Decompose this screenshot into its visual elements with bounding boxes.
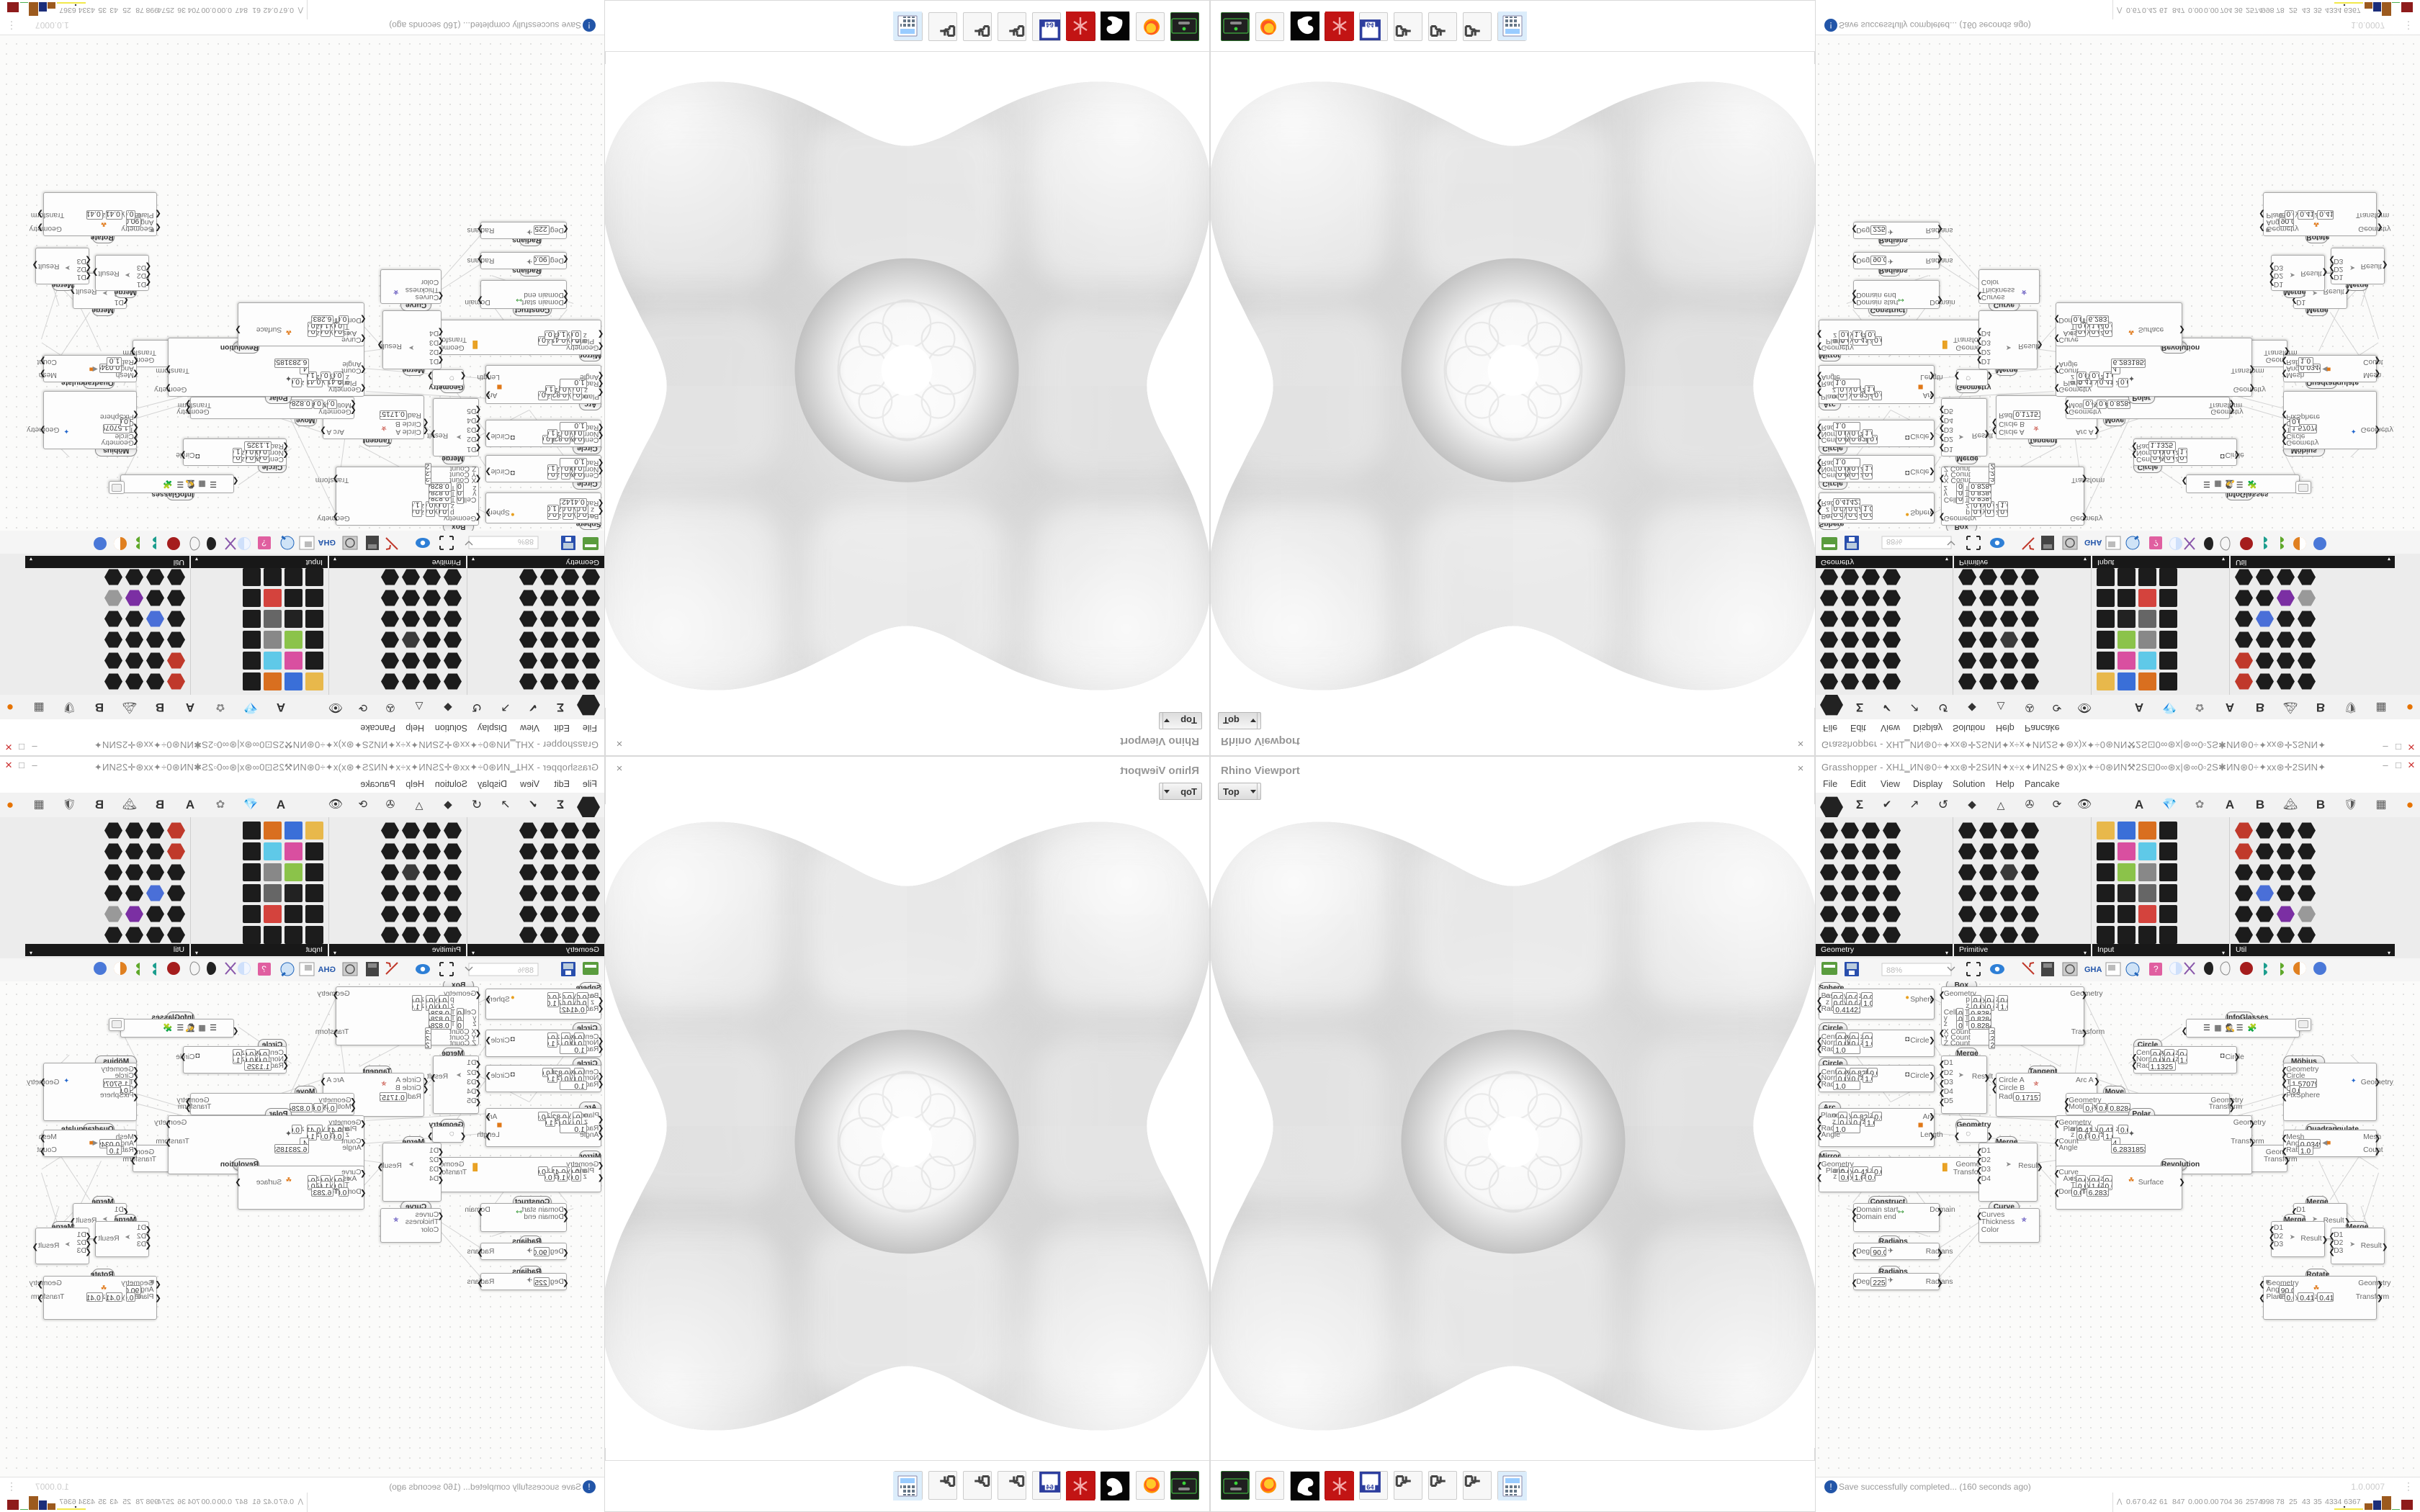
svg-text:88%: 88%: [518, 537, 534, 546]
svg-text:GHA: GHA: [2084, 966, 2102, 974]
svg-text:64: 64: [1366, 1484, 1374, 1491]
svg-text:88%: 88%: [1886, 966, 1902, 975]
svg-text:!: !: [1829, 1482, 1832, 1492]
svg-text:GHA: GHA: [318, 966, 336, 974]
svg-text:!: !: [588, 20, 590, 30]
svg-text:?: ?: [261, 538, 266, 548]
svg-text:!: !: [588, 1482, 590, 1492]
svg-text:GHA: GHA: [318, 538, 336, 546]
svg-text:?: ?: [2154, 964, 2159, 974]
svg-text:88%: 88%: [1886, 537, 1902, 546]
svg-text:!: !: [1829, 20, 1832, 30]
svg-text:88%: 88%: [518, 966, 534, 975]
svg-text:64: 64: [1366, 21, 1374, 28]
svg-text:64: 64: [1046, 21, 1054, 28]
svg-text:?: ?: [261, 964, 266, 974]
svg-text:?: ?: [2154, 538, 2159, 548]
svg-text:GHA: GHA: [2084, 538, 2102, 546]
svg-text:64: 64: [1046, 1484, 1054, 1491]
